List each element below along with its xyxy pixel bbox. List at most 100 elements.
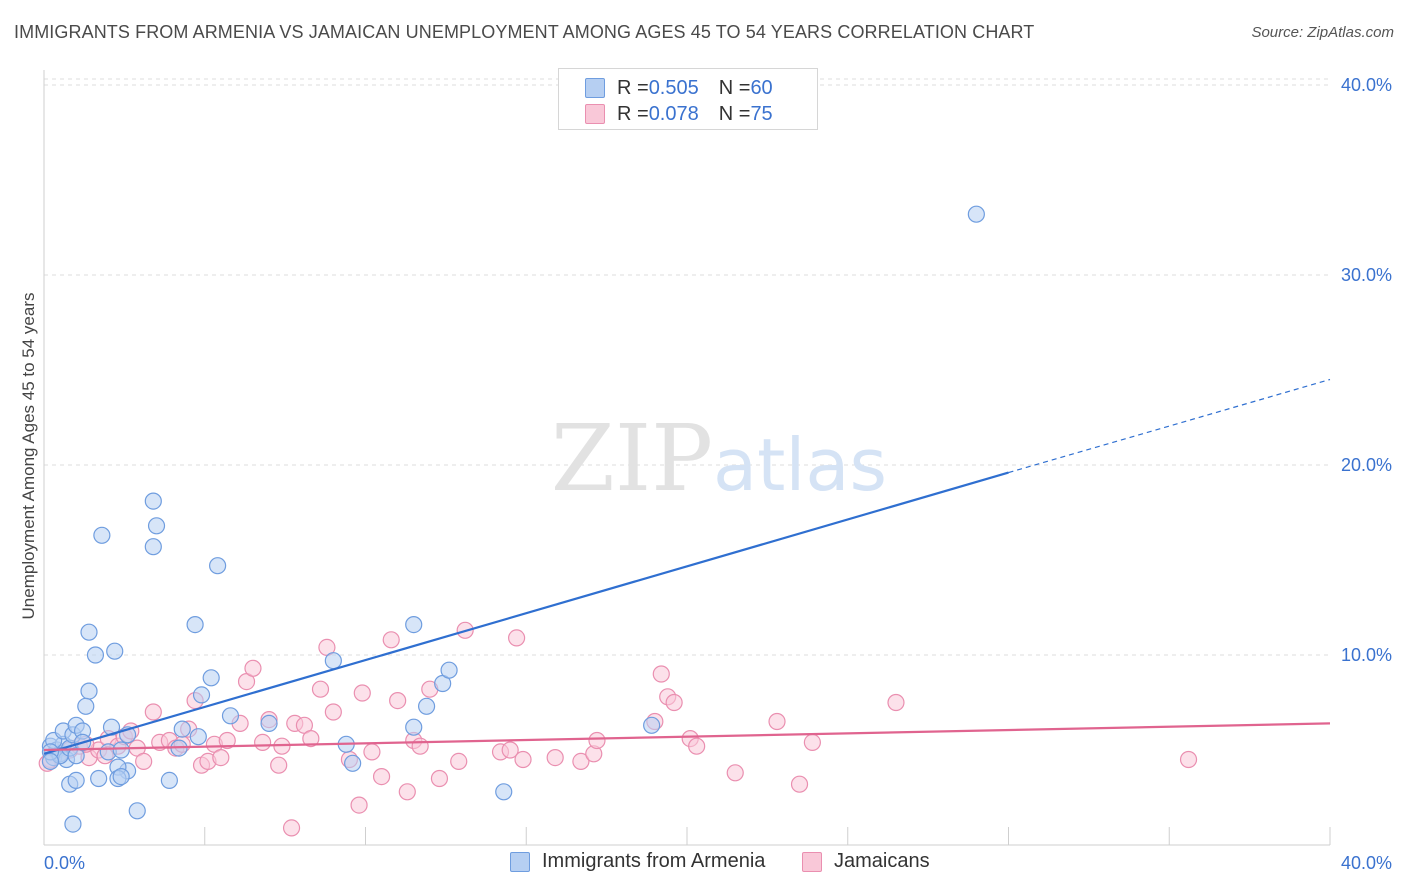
point-jamaicans xyxy=(254,733,272,752)
watermark: ZIP atlas xyxy=(551,405,887,512)
point-jamaicans xyxy=(302,729,320,748)
legend-r-label: R = xyxy=(617,76,649,99)
bottom-legend-swatch-jamaicans xyxy=(802,851,822,872)
y-tick-label: 30.0% xyxy=(1341,265,1392,285)
point-jamaicans xyxy=(803,733,821,752)
point-armenia xyxy=(128,802,146,820)
point-jamaicans xyxy=(887,693,905,712)
point-armenia xyxy=(144,492,162,510)
source-label[interactable]: Source: ZipAtlas.com xyxy=(1251,24,1394,41)
point-jamaicans xyxy=(324,703,342,721)
trendline-armenia xyxy=(43,471,1009,755)
grid xyxy=(44,78,1330,656)
bottom-legend-label-armenia: Immigrants from Armenia xyxy=(542,850,766,872)
trendlines xyxy=(43,378,1331,755)
y-tick-label: 40.0% xyxy=(1341,75,1392,95)
point-armenia xyxy=(405,615,423,634)
y-axis-label: Unemployment Among Ages 45 to 54 years xyxy=(19,293,38,620)
point-jamaicans xyxy=(244,659,262,677)
point-armenia xyxy=(221,707,240,725)
point-jamaicans xyxy=(768,712,786,731)
point-jamaicans xyxy=(353,684,371,702)
point-jamaicans xyxy=(363,743,381,761)
point-jamaicans xyxy=(398,783,416,801)
bottom-legend-label-jamaicans: Jamaicans xyxy=(834,850,930,872)
trendline-jamaicans xyxy=(43,722,1331,752)
legend-n-label: N = xyxy=(718,102,751,125)
bottom-legend-swatch-armenia xyxy=(510,851,530,872)
legend-r-label: R = xyxy=(617,102,649,125)
point-armenia xyxy=(260,714,278,733)
point-armenia xyxy=(144,538,162,556)
legend-r-value-armenia: 0.505 xyxy=(648,76,699,99)
point-armenia xyxy=(186,615,204,634)
point-jamaicans xyxy=(790,775,809,793)
bottom-legend: Immigrants from Armenia Jamaicans xyxy=(0,850,1406,880)
legend-swatch-jamaicans xyxy=(585,104,605,124)
x-tick-label: 40.0% xyxy=(1341,853,1392,873)
legend-row-armenia: R = 0.505 N = 60 xyxy=(585,75,773,101)
point-armenia xyxy=(64,815,82,833)
point-jamaicans xyxy=(218,731,236,750)
point-armenia xyxy=(160,771,178,790)
point-armenia xyxy=(93,526,111,544)
legend-swatch-armenia xyxy=(585,78,605,98)
point-jamaicans xyxy=(688,737,706,755)
point-armenia xyxy=(440,661,458,679)
legend-n-label: N = xyxy=(718,76,751,99)
point-jamaicans xyxy=(430,769,449,788)
point-jamaicans xyxy=(450,752,468,771)
point-jamaicans xyxy=(508,629,526,647)
chart-title: IMMIGRANTS FROM ARMENIA VS JAMAICAN UNEM… xyxy=(14,22,1035,42)
point-jamaicans xyxy=(411,737,429,755)
point-jamaicans xyxy=(572,752,590,771)
point-armenia xyxy=(324,652,342,670)
point-armenia xyxy=(202,669,220,687)
point-armenia xyxy=(967,205,985,223)
y-tick-label: 20.0% xyxy=(1341,455,1392,475)
legend-n-value-jamaicans: 75 xyxy=(750,102,773,125)
point-armenia xyxy=(344,754,362,772)
point-armenia xyxy=(90,769,108,788)
x-tick-label: 0.0% xyxy=(44,853,85,873)
point-armenia xyxy=(192,686,211,704)
point-armenia xyxy=(41,752,60,771)
point-armenia xyxy=(77,697,95,715)
point-armenia xyxy=(106,642,124,660)
point-armenia xyxy=(80,623,98,641)
point-armenia xyxy=(67,771,85,790)
watermark-zip: ZIP xyxy=(551,405,713,512)
tick-labels: 10.0% 20.0% 30.0% 40.0% 0.0% 40.0% xyxy=(44,75,1392,873)
point-armenia xyxy=(417,697,436,715)
watermark-atlas: atlas xyxy=(713,423,887,507)
point-armenia xyxy=(643,716,661,734)
bottom-legend-jamaicans[interactable]: Jamaicans xyxy=(802,850,930,873)
trendline-armenia-projection xyxy=(1008,378,1331,474)
point-jamaicans xyxy=(144,703,162,721)
point-jamaicans xyxy=(389,691,407,710)
point-armenia xyxy=(405,718,423,736)
point-jamaicans xyxy=(212,748,230,767)
y-tick-label: 10.0% xyxy=(1341,645,1392,665)
axes xyxy=(43,70,1331,846)
point-jamaicans xyxy=(350,796,368,814)
legend-n-value-armenia: 60 xyxy=(750,76,773,99)
point-jamaicans xyxy=(726,764,744,782)
legend: R = 0.505 N = 60 R = 0.078 N = 75 xyxy=(558,68,818,130)
point-jamaicans xyxy=(372,767,391,786)
point-armenia xyxy=(112,741,130,759)
point-armenia xyxy=(86,646,105,664)
point-armenia xyxy=(209,557,227,575)
point-jamaicans xyxy=(588,731,606,750)
point-armenia xyxy=(112,767,130,786)
point-jamaicans xyxy=(514,750,532,769)
point-jamaicans xyxy=(1179,750,1198,769)
bottom-legend-armenia[interactable]: Immigrants from Armenia xyxy=(510,850,765,873)
point-armenia xyxy=(495,783,513,801)
point-jamaicans xyxy=(546,748,564,767)
legend-row-jamaicans: R = 0.078 N = 75 xyxy=(585,101,773,127)
legend-r-value-jamaicans: 0.078 xyxy=(648,102,699,125)
point-jamaicans xyxy=(665,693,683,712)
point-jamaicans xyxy=(501,741,519,759)
